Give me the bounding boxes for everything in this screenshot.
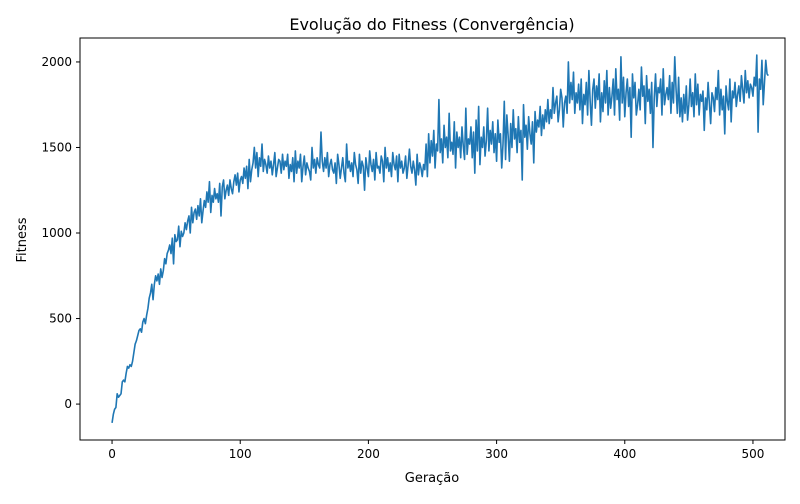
axes-frame bbox=[79, 37, 786, 441]
x-tick-label: 200 bbox=[357, 447, 380, 461]
x-tick-label: 400 bbox=[613, 447, 636, 461]
y-tick-label: 1500 bbox=[41, 140, 72, 154]
plot-area bbox=[111, 54, 769, 424]
y-tick-label: 2000 bbox=[41, 55, 72, 69]
y-tick-label: 500 bbox=[49, 312, 72, 326]
x-axis-label: Geração bbox=[405, 471, 459, 486]
y-tick-label: 1000 bbox=[41, 226, 72, 240]
series-line-0 bbox=[111, 54, 769, 424]
x-tick-label: 0 bbox=[108, 447, 116, 461]
chart-title: Evolução do Fitness (Convergência) bbox=[289, 15, 574, 34]
y-axis-label: Fitness bbox=[15, 217, 30, 262]
x-tick-label: 300 bbox=[485, 447, 508, 461]
y-axis-ticks: 0 500 1000 1500 2000 bbox=[41, 55, 80, 411]
x-axis-ticks: 0 100 200 300 400 500 bbox=[108, 440, 764, 461]
y-tick-label: 0 bbox=[64, 397, 72, 411]
x-tick-label: 500 bbox=[742, 447, 765, 461]
x-tick-label: 100 bbox=[229, 447, 252, 461]
